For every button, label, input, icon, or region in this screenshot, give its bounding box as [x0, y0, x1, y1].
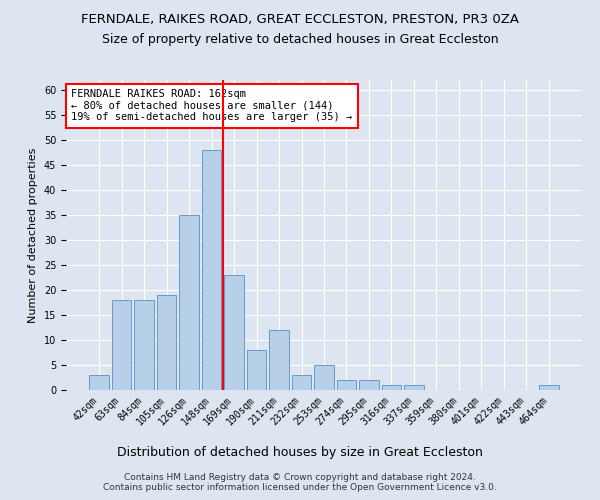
Bar: [247, 350, 266, 390]
Bar: [404, 385, 424, 390]
Bar: [539, 385, 559, 390]
Bar: [179, 215, 199, 390]
Bar: [382, 385, 401, 390]
Text: FERNDALE RAIKES ROAD: 162sqm
← 80% of detached houses are smaller (144)
19% of s: FERNDALE RAIKES ROAD: 162sqm ← 80% of de…: [71, 90, 352, 122]
Bar: [314, 365, 334, 390]
Bar: [292, 375, 311, 390]
Bar: [269, 330, 289, 390]
Text: Distribution of detached houses by size in Great Eccleston: Distribution of detached houses by size …: [117, 446, 483, 459]
Text: Size of property relative to detached houses in Great Eccleston: Size of property relative to detached ho…: [101, 32, 499, 46]
Text: Contains HM Land Registry data © Crown copyright and database right 2024.
Contai: Contains HM Land Registry data © Crown c…: [103, 473, 497, 492]
Bar: [337, 380, 356, 390]
Bar: [134, 300, 154, 390]
Bar: [359, 380, 379, 390]
Bar: [224, 275, 244, 390]
Bar: [89, 375, 109, 390]
Bar: [157, 295, 176, 390]
Bar: [112, 300, 131, 390]
Text: FERNDALE, RAIKES ROAD, GREAT ECCLESTON, PRESTON, PR3 0ZA: FERNDALE, RAIKES ROAD, GREAT ECCLESTON, …: [81, 12, 519, 26]
Bar: [202, 150, 221, 390]
Y-axis label: Number of detached properties: Number of detached properties: [28, 148, 38, 322]
